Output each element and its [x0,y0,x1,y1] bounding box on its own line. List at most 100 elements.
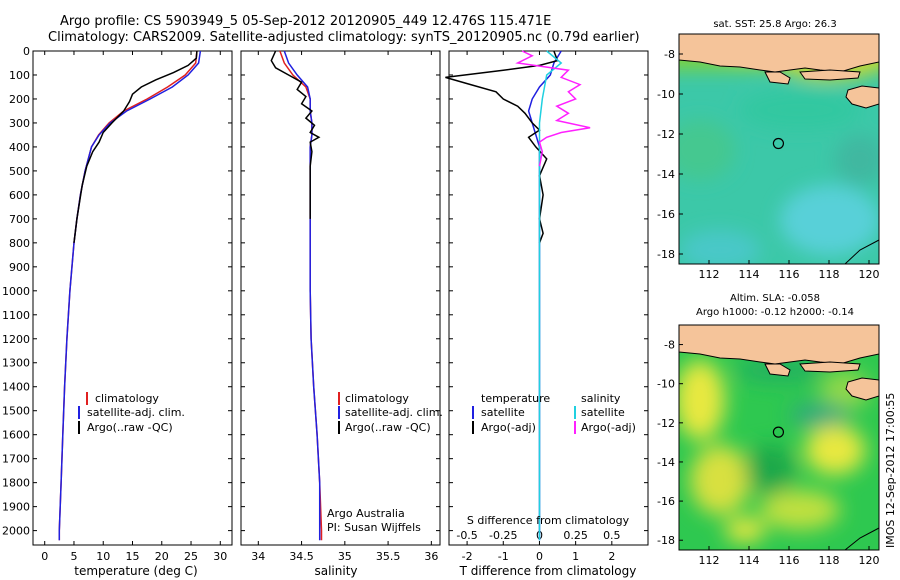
sst-land-island2 [799,69,861,81]
legend-climatology: climatology [95,392,159,405]
y-tick-label: 700 [9,213,30,226]
sla-land-island2 [799,361,861,373]
sst-argo-position-marker [772,137,785,150]
legend-climatology: climatology [345,392,409,405]
y-tick-label: 1100 [2,309,30,322]
map-x-tick-label: 120 [859,268,880,281]
sla-land-island1 [764,363,791,377]
y-tick-label: 0 [23,45,30,58]
y-tick-label: 1500 [2,405,30,418]
institution-label: Argo Australia [327,507,405,520]
map-x-tick-label: 114 [739,554,760,567]
legend-temp-satellite: satellite [481,406,525,419]
s-tick-label: 0.5 [603,529,621,542]
map-x-tick-label: 112 [699,268,720,281]
sla-map-panel: Altim. SLA: -0.058 Argo h1000: -0.12 h20… [657,293,880,567]
s-tick-label: 0.25 [563,529,588,542]
y-tick-label: 1300 [2,357,30,370]
pi-label: PI: Susan Wijffels [327,521,421,534]
sst-map-title: sat. SST: 25.8 Argo: 26.3 [713,19,836,30]
imos-timestamp: IMOS 12-Sep-2012 17:00:55 [884,393,897,548]
x-tick-label: 1 [572,550,579,563]
x-tick-label: 0 [41,550,48,563]
sla-argo-position-marker [772,426,785,438]
temperature-x-label: temperature (deg C) [74,564,197,578]
sst-land-java [679,34,879,73]
difference-legend: temperature salinity satellite Argo(-adj… [472,392,636,434]
y-tick-label: 100 [9,69,30,82]
map-y-tick-label: -16 [657,495,675,508]
sst-map-frame [678,33,880,265]
sla-map-title-line1: Altim. SLA: -0.058 [730,293,820,304]
s-tick-label: -0.5 [456,529,477,542]
y-tick-label: 300 [9,117,30,130]
y-tick-label: 800 [9,237,30,250]
sla-map-title-line2: Argo h1000: -0.12 h2000: -0.14 [696,307,854,318]
x-tick-label: 5 [70,550,77,563]
y-tick-label: 1400 [2,381,30,394]
sla-map-frame [678,324,880,551]
y-tick-label: 2000 [2,525,30,538]
y-tick-label: 1200 [2,333,30,346]
y-tick-label: 1700 [2,453,30,466]
s-difference-label: S difference from climatology [467,514,630,527]
map-y-tick-label: -8 [664,48,675,61]
map-y-tick-label: -18 [657,534,675,547]
x-tick-label: 2 [608,550,615,563]
map-x-tick-label: 114 [739,268,760,281]
temperature-plot-frame [32,50,233,546]
series-line-salinity-satellite [538,50,563,541]
map-y-tick-label: -10 [657,378,675,391]
map-y-tick-label: -14 [657,456,675,469]
x-tick-label: 0 [536,550,543,563]
legend-temperature-title: temperature [481,392,550,405]
legend-temp-argo: Argo(-adj) [481,421,536,434]
sst-land-island1 [764,71,791,85]
sst-map-panel: sat. SST: 25.8 Argo: 26.3 112 114 116 118 12… [657,19,880,281]
sst-coastline-australia [844,239,879,264]
series-line-temperature-argo-adj- [445,50,559,244]
sla-field-blobs [679,358,870,542]
x-tick-label: 35.5 [376,550,401,563]
legend-sal-argo: Argo(-adj) [581,421,636,434]
x-tick-label: -1 [498,550,509,563]
x-tick-label: 35 [338,550,352,563]
map-x-tick-label: 116 [779,268,800,281]
map-y-tick-label: -14 [657,168,675,181]
legend-salinity-title: salinity [581,392,621,405]
map-x-tick-label: 112 [699,554,720,567]
y-tick-label: 1800 [2,477,30,490]
map-x-tick-label: 118 [819,554,840,567]
temperature-legend: climatology satellite-adj. clim. Argo(..… [78,392,185,434]
series-line-argo-raw-qc- [73,50,198,243]
y-tick-label: 400 [9,141,30,154]
y-tick-label: 200 [9,93,30,106]
map-y-tick-label: -8 [664,339,675,352]
sst-field [679,34,879,264]
temperature-profile-panel: 0 5 10 15 20 25 30 0 100 200 300 400 500 600 700 800 90… [2,45,233,578]
map-y-tick-label: -18 [657,248,675,261]
x-tick-label: 34 [251,550,265,563]
y-tick-label: 500 [9,165,30,178]
legend-satellite-adj: satellite-adj. clim. [345,406,443,419]
map-y-tick-label: -12 [657,128,675,141]
map-y-tick-label: -10 [657,88,675,101]
difference-profile-panel: -0.5 -0.25 0 0.25 0.5 -2 -1 0 1 2 S difference f… [445,50,649,578]
legend-argo: Argo(..raw -QC) [345,421,431,434]
x-tick-label: 20 [155,550,169,563]
x-tick-label: 15 [126,550,140,563]
y-tick-label: 1000 [2,285,30,298]
legend-sal-satellite: satellite [581,406,625,419]
x-tick-label: 34.5 [289,550,314,563]
figure-title-line2: Climatology: CARS2009. Satellite-adjuste… [48,30,640,45]
x-tick-label: 30 [213,550,227,563]
series-line-salinity-argo-adj- [515,50,591,167]
sla-land-sumba [845,377,879,401]
map-x-tick-label: 118 [819,268,840,281]
y-tick-label: 900 [9,261,30,274]
x-tick-label: -2 [462,550,473,563]
figure-title-line1: Argo profile: CS 5903949_5 05-Sep-2012 2… [60,14,551,29]
salinity-plot-frame [240,50,441,546]
x-tick-label: 25 [184,550,198,563]
